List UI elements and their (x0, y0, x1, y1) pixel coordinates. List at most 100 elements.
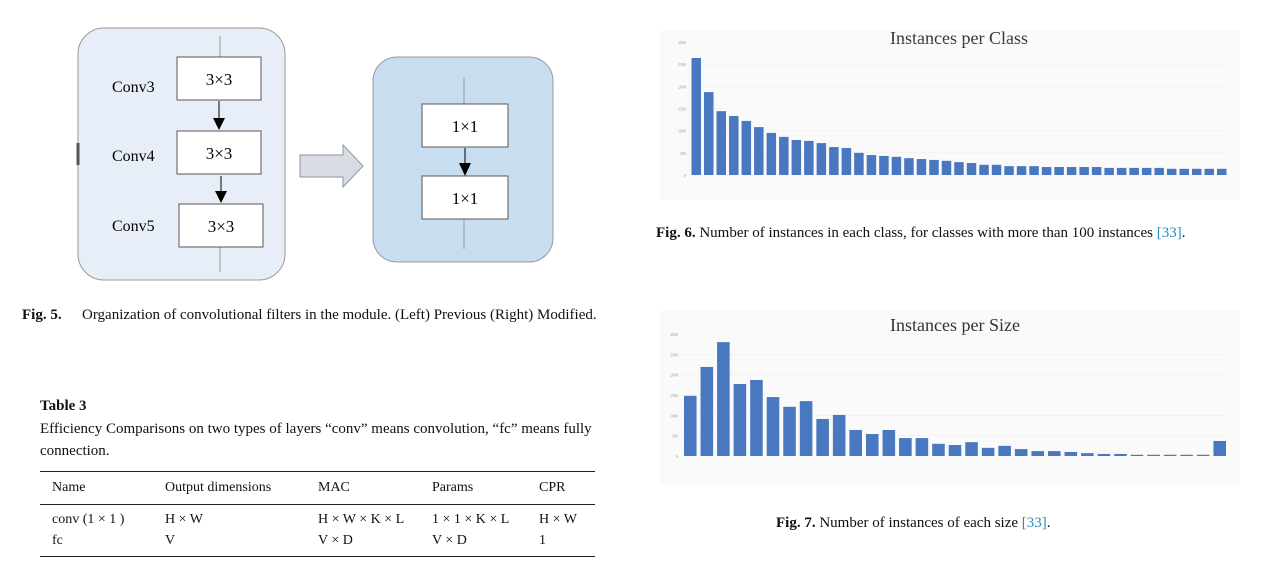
filter-box (176, 56, 262, 101)
caption-label: Fig. 7. (776, 515, 816, 531)
y-tick-label: 1500 (670, 393, 678, 398)
bar (1081, 453, 1094, 456)
bar (1204, 168, 1214, 175)
bar (965, 442, 978, 456)
bar (1114, 453, 1127, 456)
filter-box (178, 203, 264, 248)
figure-caption: Fig. 7. Number of instances of each size… (776, 515, 1051, 531)
chart-title: Instances per Class (890, 28, 1028, 48)
column-header: CPR (539, 480, 566, 495)
bar (816, 143, 827, 175)
table-caption: Efficiency Comparisons on two types of l… (40, 421, 592, 459)
bar (966, 163, 977, 175)
bar (1104, 167, 1114, 175)
bar (948, 445, 962, 456)
filter-size: 1×1 (452, 117, 479, 136)
bar (941, 160, 952, 175)
bar (882, 429, 896, 456)
table-cell: fc (52, 533, 63, 548)
bar (1054, 167, 1064, 175)
bar (1029, 166, 1039, 175)
y-tick-label: 1000 (670, 413, 678, 418)
chart-title: Instances per Size (890, 315, 1020, 335)
table-cell: V × D (432, 533, 467, 548)
rule (40, 504, 595, 505)
bar (1041, 167, 1052, 175)
bar (1216, 168, 1227, 175)
bar (841, 147, 852, 175)
bar (916, 159, 927, 175)
table-cell: V × D (318, 533, 353, 548)
bar (733, 384, 747, 456)
y-tick-label: 500 (672, 434, 678, 439)
y-tick-label: 500 (680, 151, 686, 156)
reference: [33] (1156, 225, 1182, 241)
bar (891, 156, 902, 175)
bar (1066, 167, 1077, 175)
y-tick-label: 2000 (678, 84, 686, 89)
bar (1091, 167, 1102, 175)
bar (899, 438, 912, 456)
bar (904, 158, 914, 175)
bar (915, 438, 929, 456)
bar (866, 155, 877, 175)
bar (766, 132, 777, 175)
bar (932, 443, 945, 456)
y-tick-label: 3000 (678, 40, 686, 45)
caption-label: Fig. 6. (656, 225, 696, 241)
bar (783, 406, 796, 456)
table-label: Table 3 (40, 398, 87, 414)
table-cell: 1 (539, 533, 546, 548)
bar (700, 366, 714, 456)
bar (832, 414, 846, 456)
bar (1097, 453, 1111, 456)
bar (791, 139, 802, 175)
y-tick-label: 2500 (670, 352, 678, 357)
layer-label: Conv3 (112, 79, 155, 96)
bar (1047, 451, 1061, 456)
bar (1196, 454, 1210, 456)
y-tick-label: 0 (676, 454, 678, 459)
bar (1154, 167, 1164, 175)
arrowhead (459, 163, 471, 176)
bar (954, 162, 964, 175)
bar (865, 434, 879, 456)
bar (704, 92, 714, 175)
filter-size: 1×1 (452, 189, 479, 208)
transition-arrow (299, 143, 364, 189)
bar (754, 127, 764, 175)
bar (1130, 454, 1144, 456)
column-header: Output dimensions (165, 480, 272, 495)
table-cell: H × W (165, 512, 203, 527)
bar (766, 397, 780, 456)
figure-caption: Organization of convolutional filters in… (82, 307, 597, 323)
bar (879, 155, 889, 175)
rule (40, 471, 595, 472)
arrowhead (215, 191, 227, 203)
bar (1141, 167, 1152, 175)
bar (1116, 167, 1127, 175)
column-header: Name (52, 480, 86, 495)
reference: [33] (1021, 515, 1047, 531)
table-cell: conv (1 × 1 ) (52, 512, 125, 527)
filter-box (176, 130, 262, 175)
table-cell: 1 × 1 × K × L (432, 512, 510, 527)
rule (40, 556, 595, 557)
figure-caption: Fig. 6. Number of instances in each clas… (656, 225, 1186, 241)
caption-label: Fig. 5. (22, 307, 62, 323)
bar (929, 159, 939, 175)
bar (717, 342, 730, 456)
caption-text: Number of instances in each class, for c… (699, 225, 1153, 241)
bar (1129, 167, 1139, 175)
table-cell: V (165, 533, 176, 548)
right-module (372, 56, 554, 263)
column-header: MAC (318, 480, 350, 495)
filter-size: 3×3 (206, 70, 233, 89)
filter-size: 3×3 (206, 144, 233, 163)
bar (979, 164, 989, 175)
bar (1031, 451, 1045, 456)
filter-box (421, 103, 509, 148)
layer-label: Conv5 (112, 218, 155, 235)
